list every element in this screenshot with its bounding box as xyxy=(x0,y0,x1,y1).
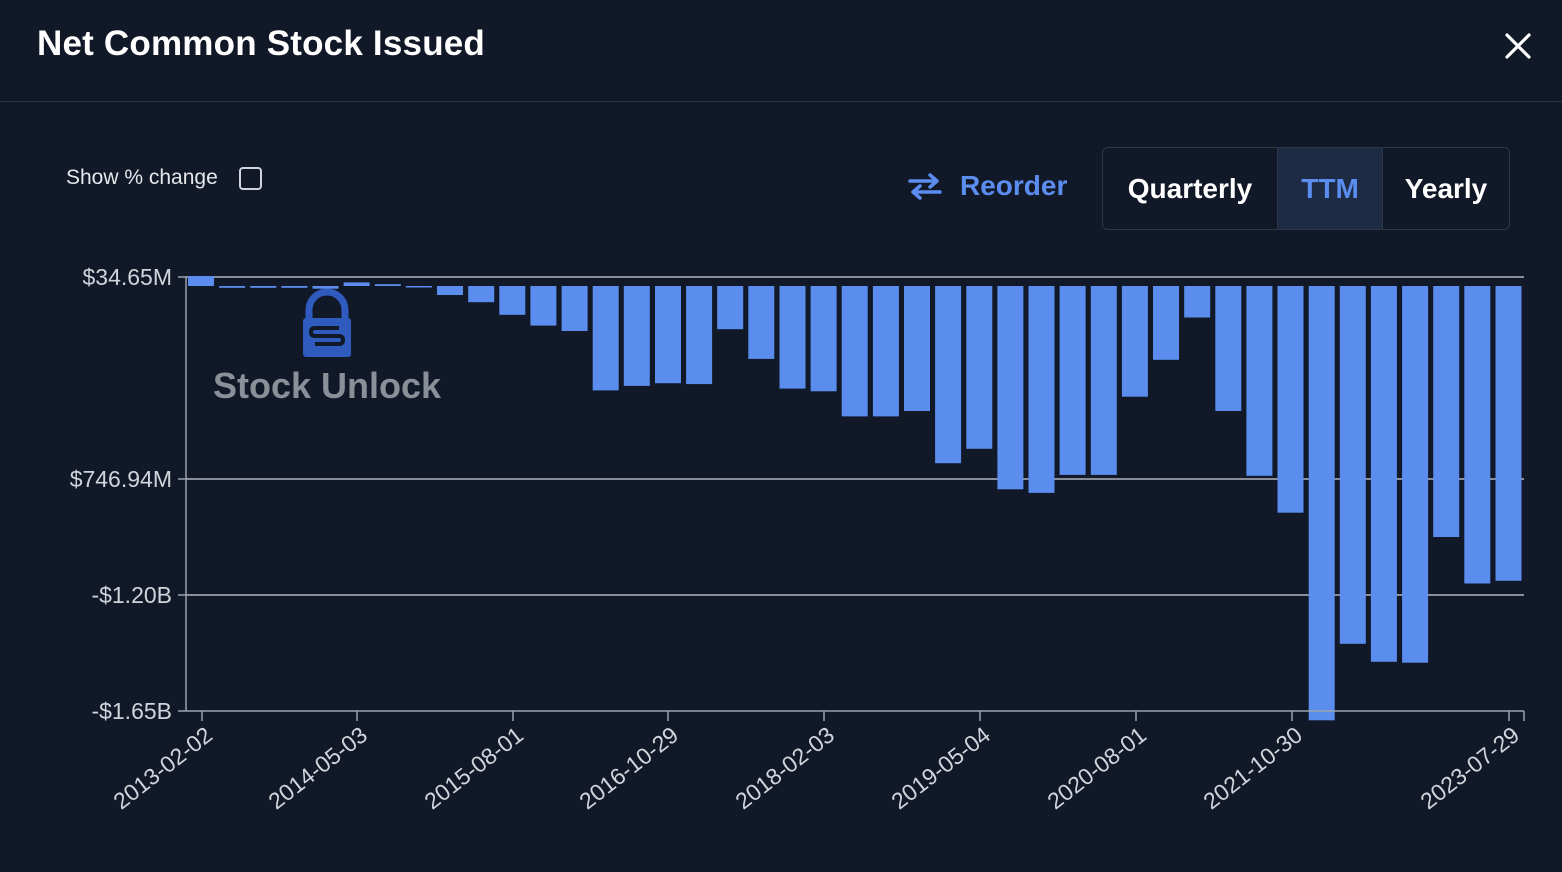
bar[interactable] xyxy=(188,276,214,286)
bar[interactable] xyxy=(561,286,588,331)
bar[interactable] xyxy=(437,286,463,295)
y-tick-label: -$1.65B xyxy=(91,698,172,724)
bar[interactable] xyxy=(966,286,993,449)
bar[interactable] xyxy=(686,286,713,385)
dialog-header: Net Common Stock Issued xyxy=(0,0,1562,102)
show-change-label: Show % change xyxy=(66,166,218,189)
bar[interactable] xyxy=(1153,286,1179,360)
x-tick-label: 2015-08-01 xyxy=(419,721,528,814)
bar[interactable] xyxy=(1121,286,1148,397)
x-tick-label: 2014-05-03 xyxy=(263,721,372,814)
bar[interactable] xyxy=(1402,286,1429,663)
x-tick-label: 2020-08-01 xyxy=(1042,721,1151,814)
show-change-checkbox[interactable] xyxy=(238,166,262,190)
bar[interactable] xyxy=(374,284,401,286)
bar[interactable] xyxy=(1277,286,1304,513)
show-change-toggle[interactable]: Show % change xyxy=(66,166,262,190)
bar[interactable] xyxy=(1370,286,1397,662)
bar[interactable] xyxy=(655,286,681,384)
bar[interactable] xyxy=(1246,286,1273,476)
bar[interactable] xyxy=(281,286,308,288)
bar[interactable] xyxy=(841,286,868,417)
close-button[interactable] xyxy=(1496,24,1540,68)
bar[interactable] xyxy=(997,286,1024,490)
bar[interactable] xyxy=(405,286,432,288)
reorder-button[interactable]: Reorder xyxy=(906,170,1067,202)
bar[interactable] xyxy=(1215,286,1242,411)
x-tick-label: 2019-05-04 xyxy=(886,721,995,814)
x-tick-label: 2021-10-30 xyxy=(1198,721,1307,814)
bar[interactable] xyxy=(623,286,650,386)
y-tick-label: -$1.20B xyxy=(91,582,172,608)
bar[interactable] xyxy=(1028,286,1055,493)
bar[interactable] xyxy=(468,286,495,303)
bar[interactable] xyxy=(1433,286,1460,537)
bar[interactable] xyxy=(1339,286,1366,644)
x-tick-label: 2016-10-29 xyxy=(574,721,683,814)
x-tick-label: 2023-07-29 xyxy=(1415,721,1524,814)
period-selector: Quarterly TTM Yearly xyxy=(1102,147,1510,230)
bar[interactable] xyxy=(904,286,930,411)
watermark: Stock Unlock xyxy=(213,288,442,406)
close-icon xyxy=(1505,33,1531,59)
bar[interactable] xyxy=(872,286,899,417)
bar[interactable] xyxy=(935,286,962,464)
x-tick-label: 2018-02-03 xyxy=(730,721,839,814)
page-title: Net Common Stock Issued xyxy=(37,24,486,63)
bar[interactable] xyxy=(1059,286,1086,475)
bar[interactable] xyxy=(1495,286,1522,581)
y-tick-label: $746.94M xyxy=(70,466,172,492)
bar[interactable] xyxy=(592,286,619,391)
bar[interactable] xyxy=(499,286,526,315)
bar[interactable] xyxy=(219,286,246,288)
bar[interactable] xyxy=(1464,286,1491,584)
swap-arrows-icon xyxy=(908,173,942,200)
bar[interactable] xyxy=(810,286,837,392)
period-quarterly-button[interactable]: Quarterly xyxy=(1127,172,1253,204)
period-ttm-button[interactable]: TTM xyxy=(1277,148,1383,229)
lock-logo-icon xyxy=(303,288,351,357)
net-stock-issued-chart: Stock Unlock $34.65M $746.94M -$1.20B -$1.6… xyxy=(70,264,1525,814)
bar[interactable] xyxy=(748,286,775,359)
bar[interactable] xyxy=(343,282,370,286)
bar[interactable] xyxy=(1184,286,1211,318)
period-yearly-button[interactable]: Yearly xyxy=(1404,172,1488,204)
bar[interactable] xyxy=(312,286,339,289)
bar[interactable] xyxy=(717,286,744,330)
bar[interactable] xyxy=(1308,286,1335,721)
reorder-label: Reorder xyxy=(960,170,1068,201)
x-tick-label: 2013-02-02 xyxy=(108,721,217,814)
bar[interactable] xyxy=(779,286,806,389)
bar[interactable] xyxy=(250,286,277,288)
y-tick-label: $34.65M xyxy=(82,264,172,290)
watermark-text: Stock Unlock xyxy=(213,365,442,406)
bar[interactable] xyxy=(530,286,557,326)
bar[interactable] xyxy=(1090,286,1117,475)
